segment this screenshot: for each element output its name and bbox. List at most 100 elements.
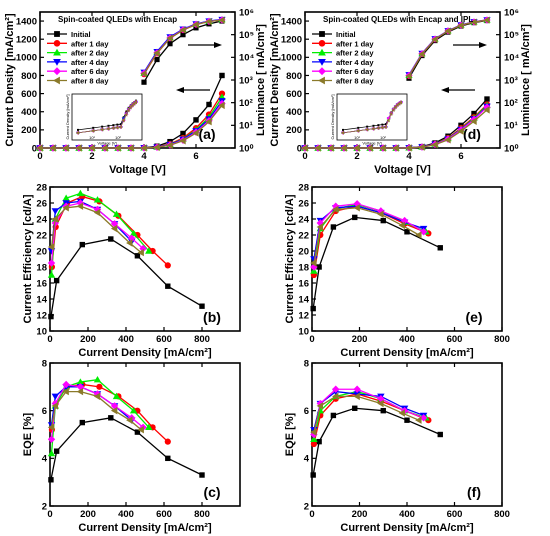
inset-x-tick-label: 10¹ [354, 135, 360, 140]
data-point [101, 144, 108, 152]
y-tick-label: 800 [286, 71, 302, 82]
lum-data-point [140, 70, 147, 78]
y2-axis-label: Luminance [ mA/cm²] [520, 24, 532, 136]
lum-series-after-6-day [140, 16, 226, 77]
data-point [353, 392, 360, 401]
lum-series-after-6-day [405, 16, 491, 79]
data-point [48, 313, 54, 320]
inset-data-point [377, 124, 380, 127]
inset-data-point [134, 100, 137, 105]
y-tick-label: 6 [42, 406, 47, 417]
data-point [145, 247, 153, 254]
data-point [51, 393, 60, 401]
inset-data-point [121, 118, 125, 123]
arrow-left-head [176, 87, 184, 93]
y-tick-label: 20 [36, 246, 47, 257]
series-after-4-day [47, 384, 136, 429]
inset-chart: Voltage [V] Current Density [mA/cm²] 10¹ 10… [65, 93, 143, 146]
y-tick-label: 26 [36, 198, 47, 209]
series-after-1-day [310, 390, 432, 448]
data-point [134, 429, 141, 435]
data-point [47, 435, 56, 443]
data-point [398, 221, 405, 230]
lum-data-point [154, 56, 160, 63]
inset-data-point [395, 102, 399, 107]
data-point [419, 414, 428, 422]
x-tick-label: 800 [194, 334, 210, 345]
x-tick-label: 200 [80, 509, 96, 520]
x-axis-label: Current Density [mA/cm²] [340, 522, 474, 534]
x-tick-label: 2 [354, 151, 359, 162]
inset-data-point [381, 123, 384, 126]
arrow-right-head [479, 42, 487, 48]
data-point [126, 239, 133, 247]
x-tick-label: 6 [458, 151, 463, 162]
data-point [379, 144, 386, 152]
chart-panel-a: 0 2 4 6 0 200 400 600 800 1000 1200 1400 Voltage [V]… [4, 7, 267, 176]
series-after-8-day [310, 204, 422, 267]
panel-label: (c) [203, 484, 220, 500]
data-point [380, 217, 386, 224]
data-point [405, 144, 412, 152]
data-point [112, 392, 121, 400]
data-point [62, 204, 69, 212]
lum-data-point [457, 21, 464, 29]
x-tick-label: 400 [118, 509, 134, 520]
y-tick-label: 6 [304, 406, 309, 417]
data-point [153, 143, 160, 152]
series-after-8-day [47, 202, 144, 257]
series-line [313, 207, 420, 264]
y-tick-label: 2 [42, 501, 47, 512]
chart-panel-f: 0 200 400 600 800 2 4 6 8 Current Density [mA/cm²… [284, 358, 510, 534]
data-point [484, 96, 490, 102]
data-point [62, 387, 69, 396]
x-tick-label: 600 [447, 334, 463, 345]
x-tick-label: 400 [399, 509, 415, 520]
data-point [470, 117, 477, 125]
y-tick-label: 14 [36, 294, 47, 305]
y-tick-label: 12 [36, 310, 47, 321]
data-point [164, 438, 171, 445]
data-point [431, 141, 438, 149]
x-axis-label: Current Density [mA/cm²] [78, 522, 212, 534]
data-point [79, 241, 85, 248]
data-point [93, 375, 102, 383]
arrow-right-head [214, 42, 222, 48]
data-point [75, 144, 82, 152]
y-tick-label: 16 [36, 278, 47, 289]
inset-x-tick-label: 10² [115, 135, 121, 140]
inset-x-tick-label: 10² [380, 135, 386, 140]
inset-data-point [386, 118, 390, 123]
data-point [165, 455, 171, 462]
y-tick-label: 1000 [16, 53, 37, 64]
legend-label: after 8 day [336, 77, 374, 86]
data-point [316, 264, 322, 270]
lum-data-point [167, 41, 173, 47]
series-line [313, 205, 429, 276]
y-tick-label: 10 [298, 326, 309, 337]
y-axis-label: EQE [%] [22, 412, 34, 456]
data-point [192, 129, 199, 137]
lum-data-point [141, 79, 147, 85]
data-point [49, 144, 56, 152]
inset-y-label: Current Density [mA/cm²] [330, 95, 335, 140]
data-point [437, 245, 443, 251]
y2-tick-label: 10³ [504, 75, 518, 86]
data-point [53, 277, 60, 284]
y-axis-label: Current Density [mA/cm²] [269, 13, 281, 147]
legend-marker [53, 67, 61, 76]
data-point [129, 406, 138, 414]
x-axis-label: Current Density [mA/cm²] [340, 347, 474, 359]
data-point [310, 259, 317, 267]
data-point [219, 72, 225, 79]
y2-tick-label: 10⁶ [504, 7, 519, 18]
data-point [316, 223, 324, 231]
data-point [419, 228, 428, 236]
y-tick-label: 12 [298, 310, 309, 321]
data-point [327, 144, 334, 152]
y-tick-label: 10 [36, 326, 47, 337]
data-point [79, 419, 85, 426]
lum-series-after-1-day [406, 17, 490, 80]
y-axis-label: EQE [%] [284, 412, 296, 456]
data-point [108, 236, 114, 242]
